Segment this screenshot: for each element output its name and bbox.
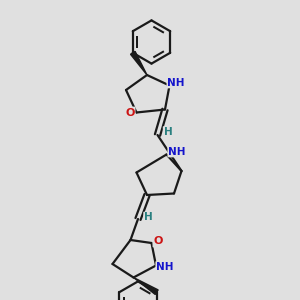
Text: NH: NH bbox=[167, 77, 185, 88]
Polygon shape bbox=[130, 51, 147, 75]
Text: H: H bbox=[164, 127, 172, 137]
Text: NH: NH bbox=[156, 262, 174, 272]
Text: O: O bbox=[153, 236, 163, 247]
Text: O: O bbox=[125, 107, 135, 118]
Text: H: H bbox=[144, 212, 153, 223]
Text: NH: NH bbox=[168, 146, 186, 157]
Polygon shape bbox=[134, 278, 158, 295]
